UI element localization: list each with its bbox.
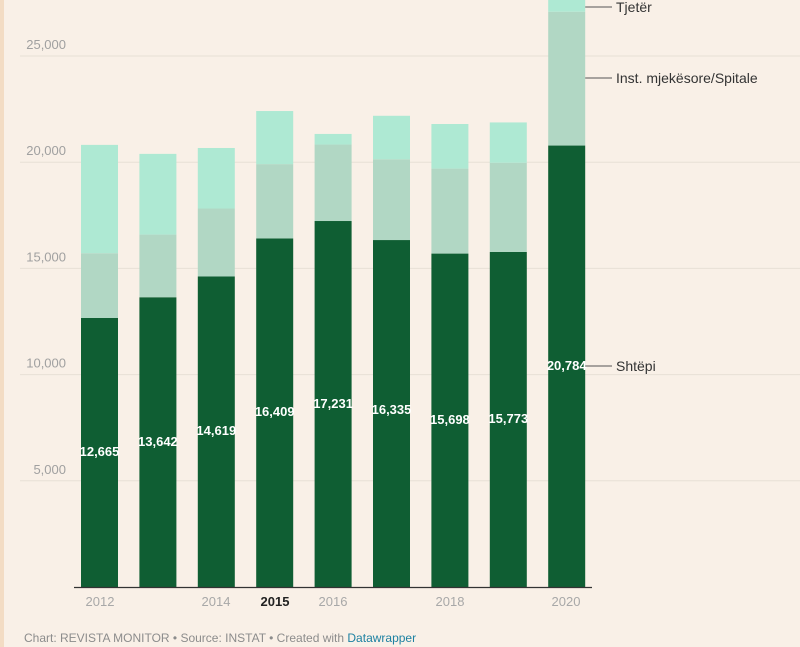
left-accent-strip bbox=[0, 0, 4, 647]
inline-legend: Tjetër Inst. mjekësore/Spitale Shtëpi bbox=[585, 0, 758, 374]
bar-2016-series-1[interactable] bbox=[314, 144, 352, 222]
x-tick-label: 2016 bbox=[319, 594, 348, 609]
x-tick-label: 2015 bbox=[261, 594, 290, 609]
value-label-2014: 14,619 bbox=[196, 423, 236, 438]
bar-2014-series-0[interactable] bbox=[197, 276, 235, 587]
bar-2020-series-0[interactable] bbox=[548, 145, 586, 587]
bar-2018-series-1[interactable] bbox=[431, 168, 469, 254]
value-label-2013: 13,642 bbox=[138, 434, 178, 449]
bar-2016-series-0[interactable] bbox=[314, 221, 352, 588]
bar-2012-series-1[interactable] bbox=[81, 253, 118, 318]
bar-2015-series-1[interactable] bbox=[256, 164, 294, 239]
y-tick-label: 25,000 bbox=[26, 37, 66, 52]
bar-2018-series-0[interactable] bbox=[431, 253, 469, 588]
x-tick-label: 2012 bbox=[86, 594, 115, 609]
y-tick-label: 20,000 bbox=[26, 143, 66, 158]
bar-2019-series-0[interactable] bbox=[489, 251, 527, 587]
bar-2014-series-1[interactable] bbox=[197, 208, 235, 277]
bar-2015-series-2[interactable] bbox=[256, 111, 294, 165]
value-label-2018: 15,698 bbox=[430, 412, 470, 427]
value-label-2017: 16,335 bbox=[372, 402, 412, 417]
value-label-2020: 20,784 bbox=[547, 358, 588, 373]
legend-label: Tjetër bbox=[616, 0, 652, 15]
axes: 5,000 10,000 15,000 20,000 25,000 2012 2014 201… bbox=[26, 37, 592, 609]
bar-2013-series-2[interactable] bbox=[139, 153, 177, 235]
bar-2017-series-1[interactable] bbox=[373, 159, 410, 241]
chart-footer: Chart: REVISTA MONITOR • Source: INSTAT … bbox=[24, 631, 416, 645]
footer-credits: Chart: REVISTA MONITOR • Source: INSTAT … bbox=[24, 631, 348, 645]
bar-2018-series-2[interactable] bbox=[431, 124, 469, 169]
legend-label: Shtëpi bbox=[616, 358, 656, 374]
datawrapper-link[interactable]: Datawrapper bbox=[347, 631, 417, 645]
x-tick-label: 2018 bbox=[436, 594, 465, 609]
value-label-2012: 12,665 bbox=[80, 444, 120, 459]
bar-2016-series-2[interactable] bbox=[314, 133, 352, 145]
bar-2013-series-0[interactable] bbox=[139, 297, 177, 587]
bar-2012-series-0[interactable] bbox=[81, 317, 118, 587]
bar-2015-series-0[interactable] bbox=[256, 238, 294, 587]
bar-2012-series-2[interactable] bbox=[81, 144, 118, 254]
bar-2017-series-0[interactable] bbox=[373, 240, 410, 587]
value-label-2019: 15,773 bbox=[488, 411, 528, 426]
legend-label: Inst. mjekësore/Spitale bbox=[616, 70, 758, 86]
bar-2019-series-2[interactable] bbox=[489, 122, 527, 163]
x-tick-label: 2020 bbox=[552, 594, 581, 609]
x-tick-label: 2014 bbox=[202, 594, 231, 609]
bar-2019-series-1[interactable] bbox=[489, 162, 527, 252]
bar-2013-series-1[interactable] bbox=[139, 234, 177, 298]
value-label-2015: 16,409 bbox=[255, 404, 295, 419]
y-tick-label: 5,000 bbox=[33, 462, 66, 477]
y-tick-label: 10,000 bbox=[26, 356, 66, 371]
y-tick-label: 15,000 bbox=[26, 249, 66, 264]
bar-2020-series-1[interactable] bbox=[548, 11, 586, 146]
bars bbox=[81, 0, 586, 588]
bar-2014-series-2[interactable] bbox=[197, 147, 235, 209]
bar-2017-series-2[interactable] bbox=[373, 115, 410, 160]
bar-2020-series-2[interactable] bbox=[548, 0, 586, 12]
value-labels: 12,665 13,642 14,619 16,409 17,231 16,335 15,6… bbox=[80, 358, 588, 459]
value-label-2016: 17,231 bbox=[313, 396, 353, 411]
